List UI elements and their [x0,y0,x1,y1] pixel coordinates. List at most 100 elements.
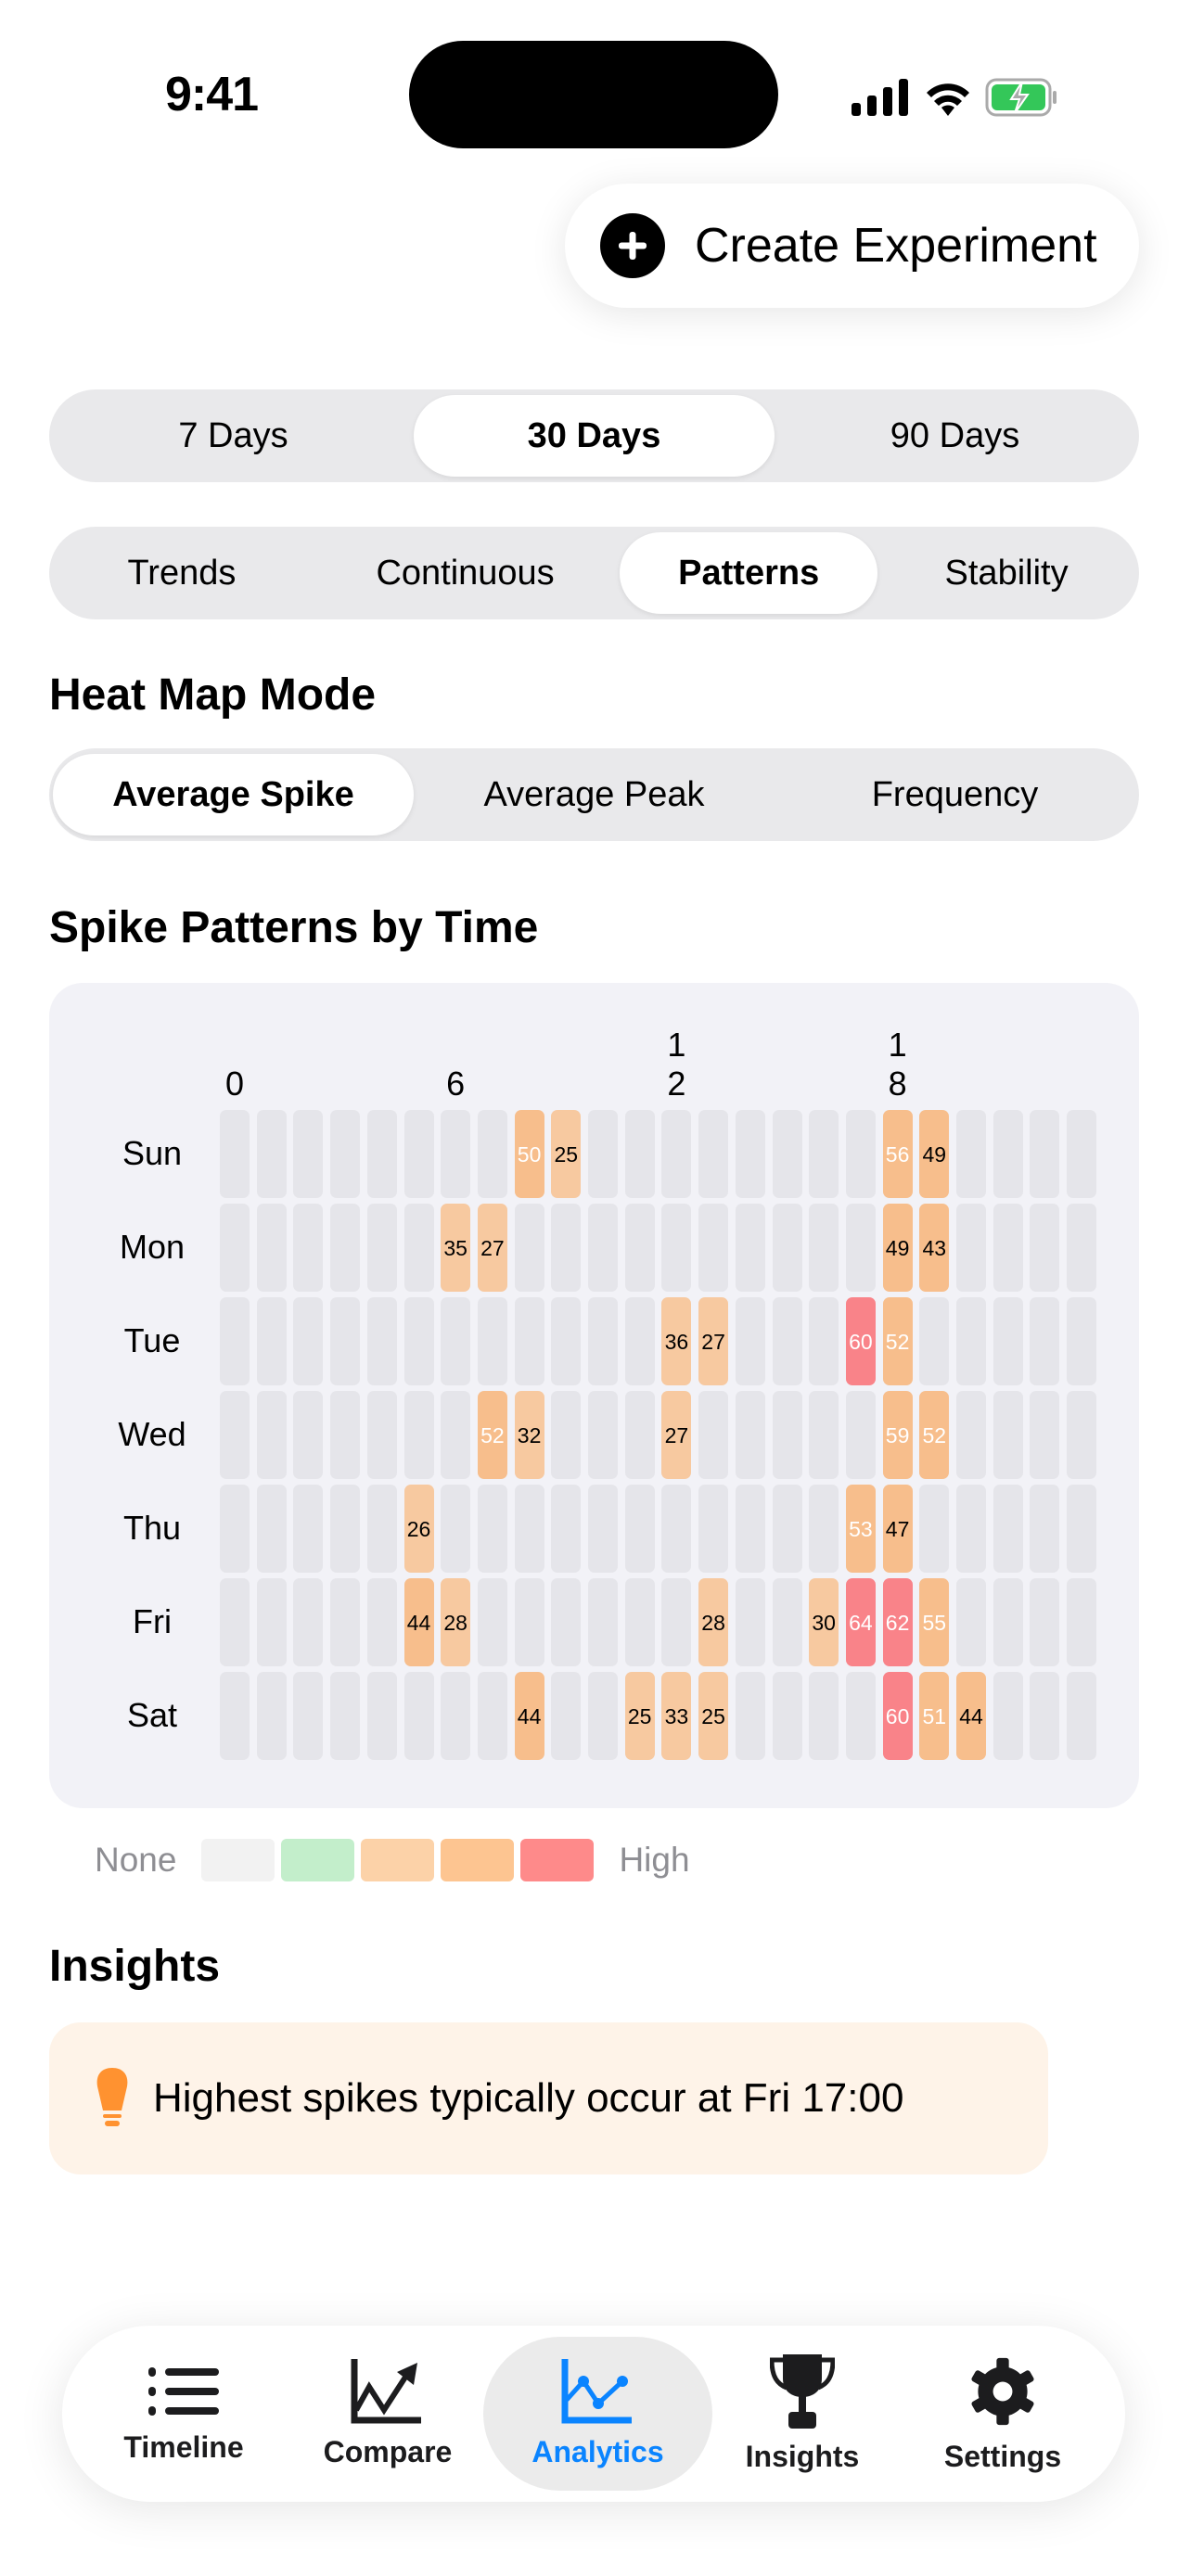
heatmap-cell[interactable]: 56 [882,1110,913,1198]
tab-timeline[interactable]: Timeline [82,2337,286,2491]
heatmap-cell[interactable] [293,1391,324,1479]
heatmap-cell[interactable] [772,1110,802,1198]
heatmap-cell[interactable]: 64 [845,1578,876,1666]
heatmap-cell[interactable] [919,1485,950,1573]
heatmap-cell[interactable] [220,1672,250,1760]
heatmap-cell[interactable]: 25 [551,1110,582,1198]
heatmap-cell[interactable] [588,1578,618,1666]
heatmap-cell[interactable] [588,1672,618,1760]
heatmap-cell[interactable]: 50 [514,1110,544,1198]
heatmap-cell[interactable] [551,1391,582,1479]
heatmap-cell[interactable] [956,1297,986,1385]
heatmap-cell[interactable] [735,1672,765,1760]
heatmap-cell[interactable] [698,1485,729,1573]
heatmap-cell[interactable]: 52 [477,1391,507,1479]
heatmap-cell[interactable]: 60 [845,1297,876,1385]
heatmap-cell[interactable] [441,1485,471,1573]
heatmap-cell[interactable] [220,1204,250,1292]
tab-insights[interactable]: Insights [700,2337,904,2491]
heatmap-cell[interactable] [366,1204,397,1292]
heatmap-cell[interactable] [661,1204,692,1292]
heatmap-cell[interactable] [330,1204,361,1292]
heatmap-cell[interactable] [1030,1485,1060,1573]
heatmap-cell[interactable] [698,1391,729,1479]
heatmap-cell[interactable]: 25 [698,1672,729,1760]
heatmap-cell[interactable] [661,1485,692,1573]
heatmap-cell[interactable] [220,1297,250,1385]
heatmap-cell[interactable] [403,1391,434,1479]
heatmap-cell[interactable] [624,1110,655,1198]
heatmap-cell[interactable]: 49 [882,1204,913,1292]
heatmap-cell[interactable] [1067,1297,1097,1385]
heatmap-cell[interactable] [551,1204,582,1292]
heatmap-cell[interactable]: 62 [882,1578,913,1666]
heatmap-cell[interactable] [403,1297,434,1385]
tab-continuous[interactable]: Continuous [376,553,555,593]
tab-patterns[interactable]: Patterns [620,532,878,614]
heatmap-cell[interactable] [956,1485,986,1573]
heatmap-cell[interactable]: 28 [698,1578,729,1666]
heatmap-cell[interactable] [256,1485,287,1573]
heatmap-cell[interactable] [1067,1578,1097,1666]
heatmap-cell[interactable] [403,1110,434,1198]
heatmap-cell[interactable] [256,1110,287,1198]
heatmap-cell[interactable] [330,1672,361,1760]
heatmap-cell[interactable] [441,1297,471,1385]
heatmap-cell[interactable] [588,1204,618,1292]
heatmap-cell[interactable] [809,1110,839,1198]
mode-frequency[interactable]: Frequency [871,774,1039,814]
heatmap-cell[interactable] [514,1578,544,1666]
heatmap-cell[interactable] [772,1578,802,1666]
heatmap-cell[interactable] [256,1672,287,1760]
heatmap-cell[interactable] [956,1578,986,1666]
heatmap-cell[interactable] [772,1672,802,1760]
heatmap-cell[interactable]: 25 [624,1672,655,1760]
heatmap-cell[interactable] [624,1391,655,1479]
heatmap-cell[interactable] [992,1391,1023,1479]
heatmap-cell[interactable] [477,1672,507,1760]
heatmap-cell[interactable] [366,1578,397,1666]
heatmap-cell[interactable]: 36 [661,1297,692,1385]
heatmap-cell[interactable] [330,1391,361,1479]
heatmap-cell[interactable] [845,1391,876,1479]
heatmap-cell[interactable] [735,1485,765,1573]
heatmap-cell[interactable] [220,1485,250,1573]
heatmap-cell[interactable] [845,1672,876,1760]
heatmap-cell[interactable] [809,1672,839,1760]
heatmap-cell[interactable]: 52 [882,1297,913,1385]
range-90-days[interactable]: 90 Days [890,415,1020,455]
heatmap-cell[interactable] [514,1297,544,1385]
heatmap-cell[interactable] [477,1297,507,1385]
heatmap-cell[interactable] [956,1391,986,1479]
heatmap-cell[interactable] [845,1110,876,1198]
heatmap-cell[interactable]: 60 [882,1672,913,1760]
heatmap-cell[interactable]: 44 [514,1672,544,1760]
heatmap-cell[interactable] [293,1672,324,1760]
heatmap-cell[interactable] [330,1110,361,1198]
heatmap-cell[interactable] [735,1297,765,1385]
heatmap-cell[interactable] [441,1672,471,1760]
heatmap-cell[interactable] [293,1204,324,1292]
heatmap-cell[interactable] [477,1110,507,1198]
heatmap-cell[interactable] [624,1204,655,1292]
heatmap-cell[interactable]: 59 [882,1391,913,1479]
heatmap-cell[interactable] [256,1297,287,1385]
tab-analytics[interactable]: Analytics [483,2337,712,2491]
heatmap-cell[interactable] [772,1204,802,1292]
heatmap-cell[interactable] [256,1391,287,1479]
heatmap-cell[interactable]: 28 [441,1578,471,1666]
heatmap-cell[interactable]: 47 [882,1485,913,1573]
heatmap-cell[interactable] [992,1204,1023,1292]
heatmap-cell[interactable]: 49 [919,1110,950,1198]
heatmap-cell[interactable] [624,1578,655,1666]
heatmap-cell[interactable] [1067,1391,1097,1479]
heatmap-cell[interactable] [551,1578,582,1666]
heatmap-cell[interactable] [366,1110,397,1198]
heatmap-cell[interactable] [588,1110,618,1198]
heatmap-cell[interactable]: 44 [403,1578,434,1666]
heatmap-cell[interactable] [330,1297,361,1385]
heatmap-cell[interactable] [330,1578,361,1666]
heatmap-cell[interactable] [1067,1672,1097,1760]
heatmap-cell[interactable] [588,1297,618,1385]
heatmap-cell[interactable] [956,1204,986,1292]
